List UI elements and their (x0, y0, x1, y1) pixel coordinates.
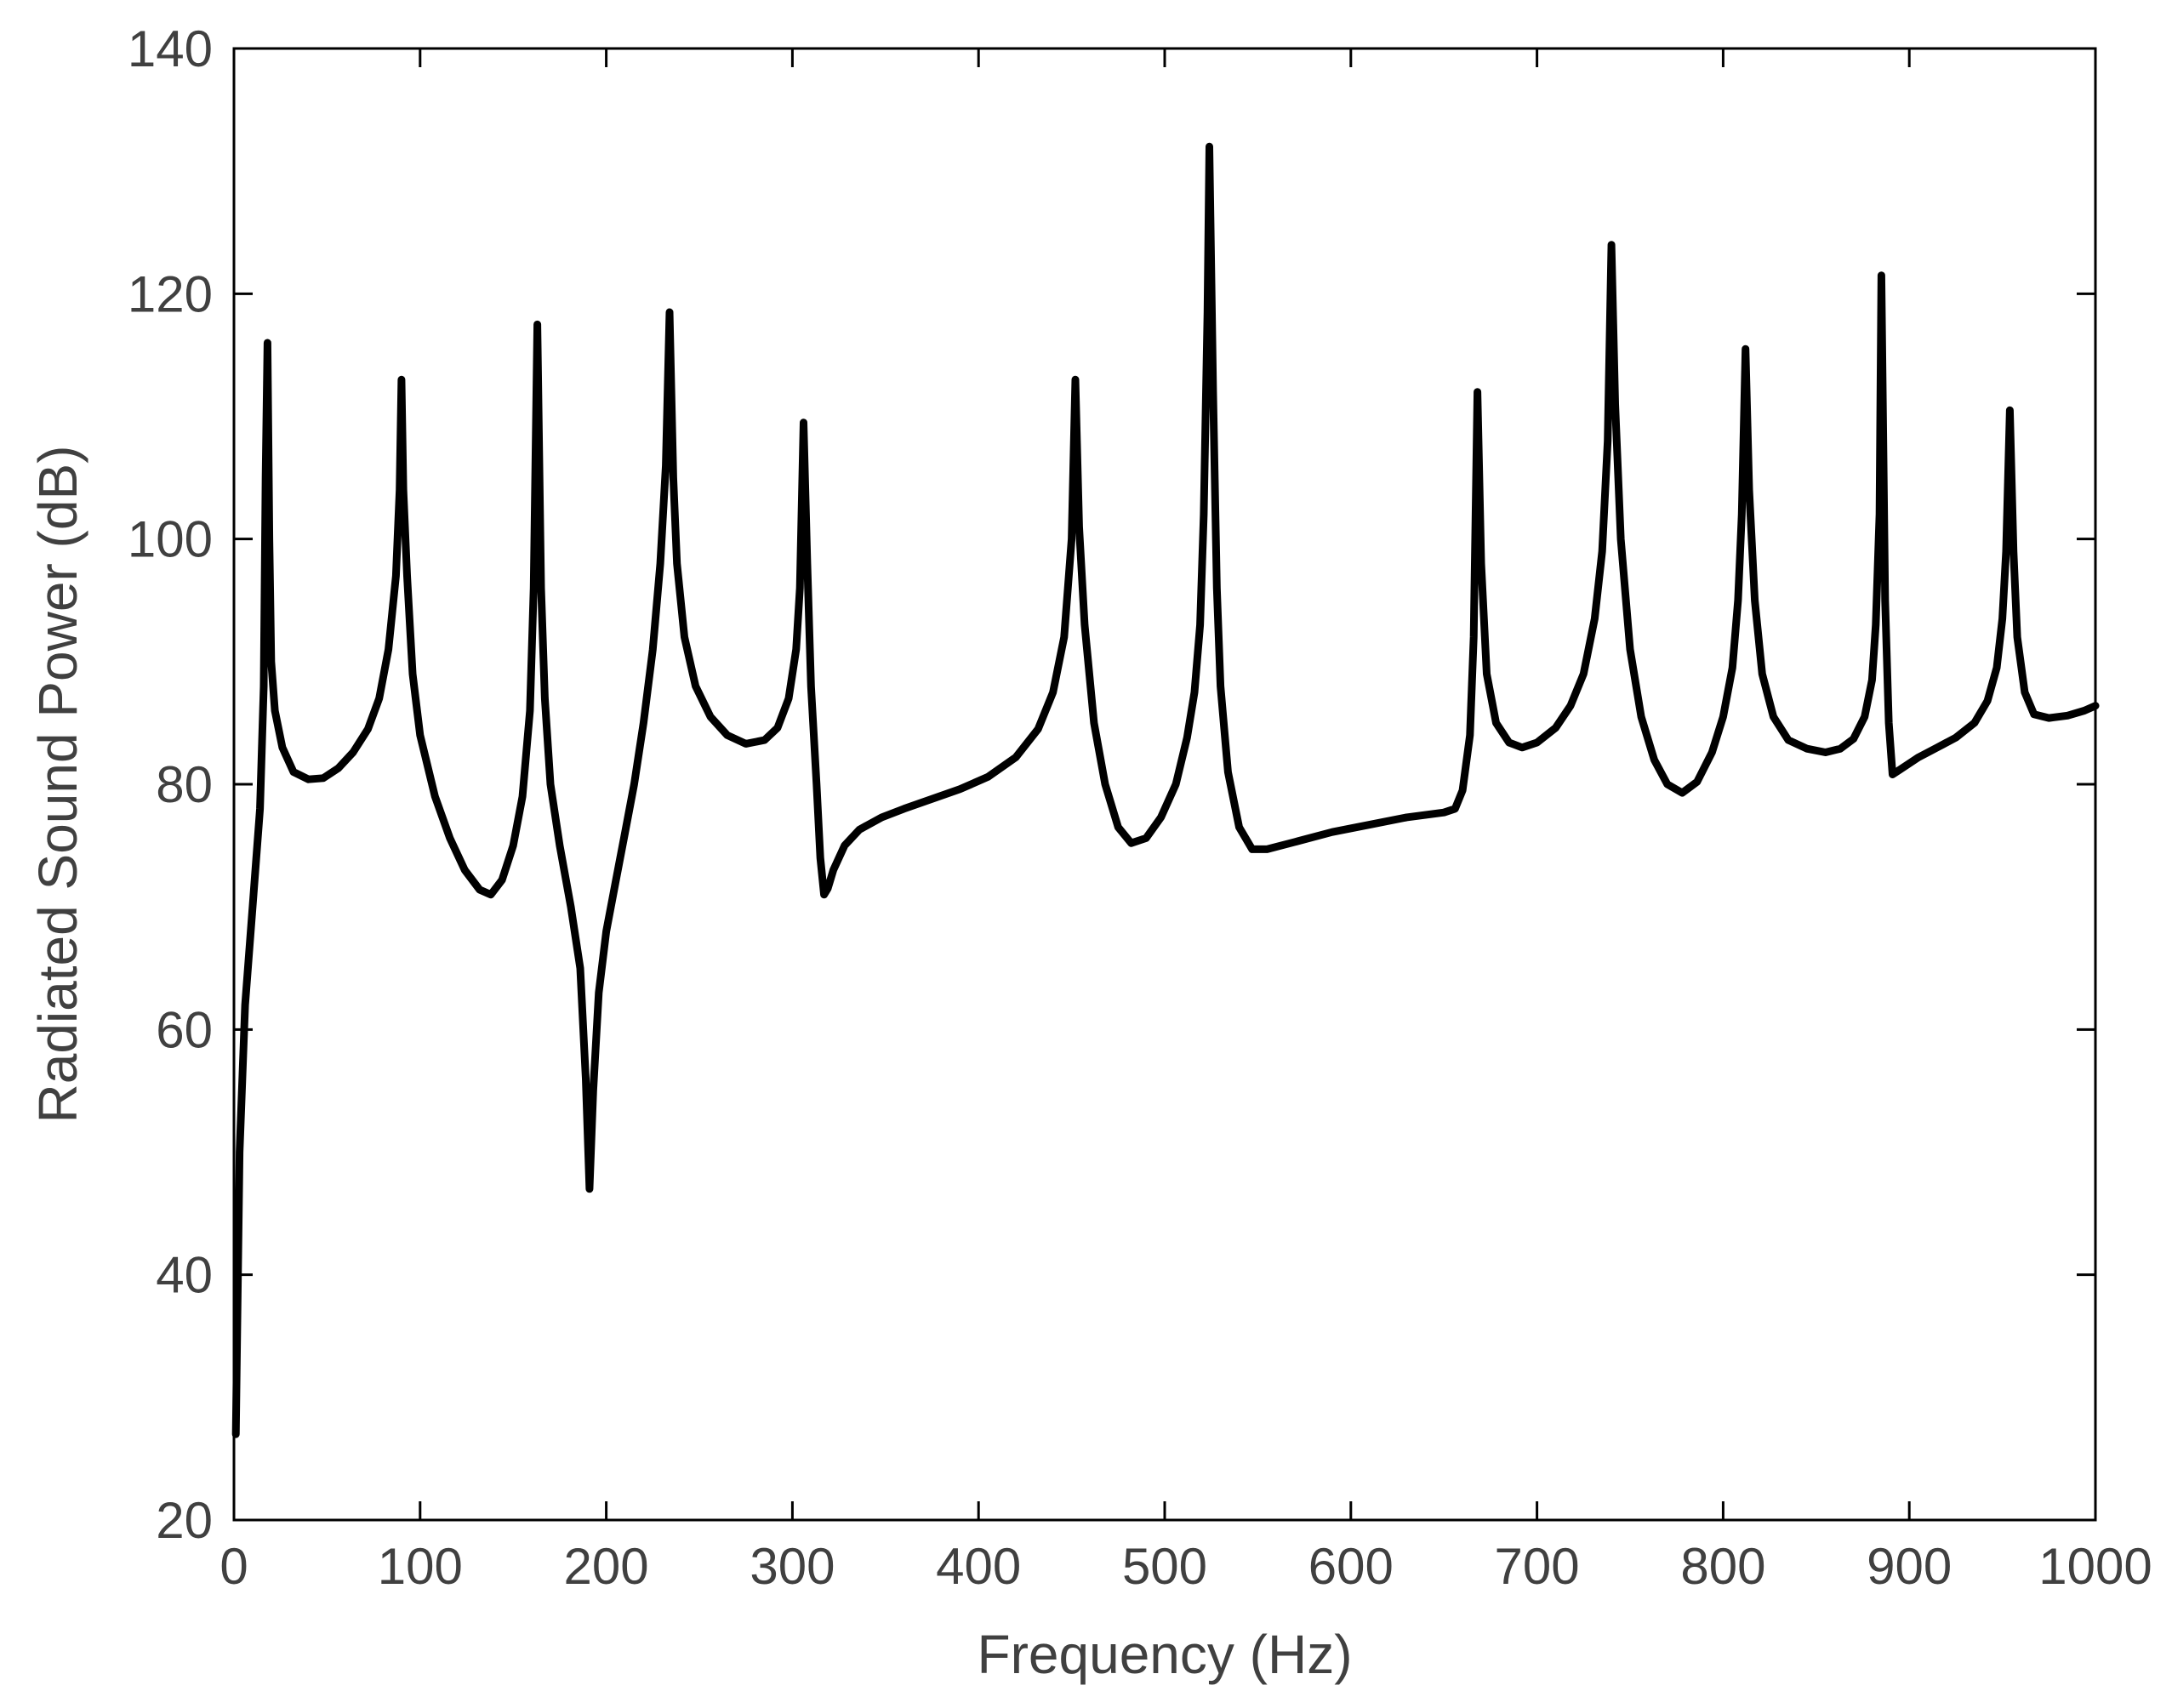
y-tick-label: 140 (128, 20, 213, 77)
y-tick-label: 100 (128, 511, 213, 568)
plot-area-frame (232, 47, 2097, 1522)
x-tick-label: 0 (219, 1538, 248, 1595)
x-axis-title: Frequency (Hz) (978, 1624, 1353, 1685)
x-tick-label: 400 (936, 1538, 1021, 1595)
x-tick-label: 800 (1680, 1538, 1765, 1595)
x-tick-label: 500 (1122, 1538, 1207, 1595)
x-tick-label: 700 (1495, 1538, 1580, 1595)
y-tick-label: 20 (156, 1492, 213, 1549)
y-axis-title: Radiated Sound Power (dB) (27, 446, 88, 1124)
y-tick-label: 40 (156, 1247, 213, 1304)
x-tick-label: 200 (564, 1538, 649, 1595)
x-tick-label: 1000 (2038, 1538, 2152, 1595)
series-layer (231, 142, 2100, 1438)
x-tick-label: 100 (378, 1538, 463, 1595)
x-tick-label: 900 (1867, 1538, 1952, 1595)
y-tick-label: 120 (128, 265, 213, 322)
x-tick-label: 300 (750, 1538, 835, 1595)
axis-tick-labels: 0 100 200 300 400 500 600 700 800 900 1000 20 40 60 80… (128, 20, 2152, 1595)
series-line (231, 142, 2100, 1438)
axis-ticks (232, 47, 2097, 1522)
y-tick-label: 60 (156, 1001, 213, 1058)
y-tick-label: 80 (156, 756, 213, 813)
x-tick-label: 600 (1308, 1538, 1394, 1595)
